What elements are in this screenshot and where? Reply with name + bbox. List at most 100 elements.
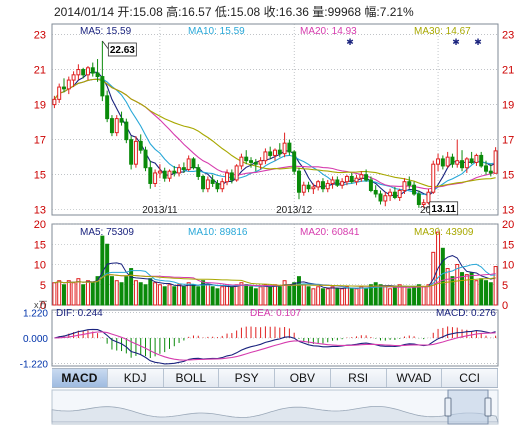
candle — [484, 160, 488, 175]
price-tick-left: 21 — [34, 65, 46, 77]
candle — [263, 148, 268, 165]
candle-body — [460, 160, 465, 169]
volume-bar — [62, 284, 66, 306]
quote-header: 2014/01/14 开:15.08 高:16.57 低:15.08 收:16.… — [54, 3, 414, 20]
candle-body — [450, 156, 455, 165]
volume-ma30-line — [54, 274, 496, 287]
volume-bar — [397, 284, 402, 306]
candle — [225, 169, 230, 186]
volume-bar — [95, 276, 100, 306]
candle-body — [402, 181, 407, 191]
volume-bar — [368, 284, 373, 306]
navigator-selection — [447, 389, 489, 425]
volume-bar — [133, 280, 138, 306]
volume-bar — [421, 286, 426, 306]
candle-body — [162, 170, 167, 179]
candle-body — [368, 179, 373, 191]
candle-body — [273, 149, 277, 156]
volume-bar — [340, 288, 345, 306]
tab-macd[interactable]: MACD — [52, 369, 108, 387]
candle-body — [181, 167, 186, 170]
volume-bar — [109, 276, 114, 306]
volume-bar — [479, 278, 484, 306]
candle-body — [220, 181, 225, 190]
candle-body — [431, 163, 436, 193]
annotation-label: 22.63 — [110, 45, 135, 56]
candle — [340, 178, 345, 189]
candle-body — [119, 118, 124, 123]
candle-body — [325, 182, 330, 190]
volume-bar — [191, 284, 196, 306]
volume-bar — [114, 280, 119, 306]
candle — [416, 190, 421, 208]
volume-tick-right: 0 — [502, 300, 508, 312]
candle-body — [138, 140, 143, 151]
candle — [167, 169, 172, 182]
candle — [282, 132, 287, 158]
candle — [469, 151, 474, 165]
candle-body — [52, 98, 57, 106]
candle — [436, 153, 441, 172]
candle-body — [474, 154, 479, 163]
candle — [129, 136, 134, 170]
candle-body — [335, 179, 340, 186]
candle-body — [340, 181, 345, 186]
candle-body — [421, 202, 426, 205]
candle — [90, 62, 95, 77]
candle-body — [95, 72, 100, 78]
tab-rsi[interactable]: RSI — [331, 369, 387, 387]
candle-body — [85, 67, 90, 76]
candle-body — [143, 149, 148, 169]
candle — [349, 172, 354, 184]
candle-body — [234, 165, 239, 181]
candle — [234, 164, 239, 182]
tab-cci[interactable]: CCI — [442, 369, 498, 387]
candle-body — [292, 151, 297, 172]
volume-bar — [359, 286, 364, 306]
volume-ma-legend: MA20: 60841 — [300, 227, 360, 238]
macd-tick-label: 0.000 — [23, 334, 48, 345]
volume-bar — [426, 284, 431, 306]
candle-body — [426, 191, 431, 204]
candle — [66, 76, 71, 95]
volume-tick-left: 5 — [40, 280, 46, 292]
candle — [296, 167, 301, 200]
candle-body — [62, 86, 66, 90]
close-value: 16.36 — [278, 5, 309, 19]
volume-bar — [277, 286, 282, 306]
price-tick-left: 13 — [34, 205, 46, 217]
price-ma-legend: MA30: 14.67 — [414, 26, 471, 37]
open-label: 开: — [117, 5, 133, 19]
tab-psy[interactable]: PSY — [219, 369, 275, 387]
candle-body — [76, 69, 81, 76]
price-tick-right: 21 — [502, 65, 514, 77]
volume-ma-legend: MA30: 43909 — [414, 227, 474, 238]
candle-body — [440, 158, 445, 167]
candle-body — [148, 167, 153, 184]
volume-bar — [440, 247, 445, 306]
price-tick-left: 19 — [34, 100, 46, 112]
volume-bar — [460, 272, 465, 306]
volume-bar — [119, 282, 124, 306]
candle — [215, 179, 220, 193]
volume-bar — [349, 288, 354, 306]
candle-body — [392, 191, 397, 198]
candle-body — [469, 158, 474, 163]
tab-boll[interactable]: BOLL — [164, 369, 220, 387]
candle-body — [344, 175, 349, 183]
candle — [392, 186, 397, 200]
candle-body — [186, 158, 191, 170]
candle-body — [455, 160, 460, 165]
candle — [181, 162, 186, 173]
candle — [76, 64, 81, 81]
candle-body — [277, 149, 282, 155]
candle-body — [436, 158, 441, 165]
volume-bar — [373, 282, 378, 306]
volume-tick-right: 20 — [502, 219, 514, 231]
price-tick-left: 23 — [34, 30, 46, 42]
tab-obv[interactable]: OBV — [275, 369, 331, 387]
volume-tick-left: 20 — [34, 219, 46, 231]
volume-bar — [455, 264, 460, 306]
tab-kdj[interactable]: KDJ — [108, 369, 164, 387]
tab-wvad[interactable]: WVAD — [387, 369, 443, 387]
